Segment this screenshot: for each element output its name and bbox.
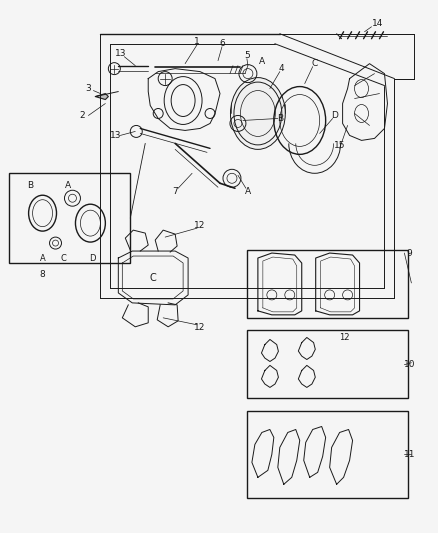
Text: A: A xyxy=(259,57,265,66)
Text: C: C xyxy=(60,254,67,263)
Text: 5: 5 xyxy=(244,51,250,60)
Text: 2: 2 xyxy=(80,111,85,120)
Text: D: D xyxy=(89,254,95,263)
Text: A: A xyxy=(65,181,71,190)
Text: 9: 9 xyxy=(406,248,412,257)
Bar xyxy=(247,410,408,498)
Text: 3: 3 xyxy=(85,84,91,93)
Text: D: D xyxy=(331,111,338,120)
Text: 4: 4 xyxy=(279,64,285,73)
Bar xyxy=(9,173,130,263)
Text: 10: 10 xyxy=(404,360,415,369)
Bar xyxy=(247,250,408,318)
Text: 12: 12 xyxy=(339,333,350,342)
Text: 15: 15 xyxy=(334,141,346,150)
Text: B: B xyxy=(277,114,283,123)
Bar xyxy=(247,330,408,398)
Text: 13: 13 xyxy=(110,131,121,140)
Text: C: C xyxy=(150,273,156,283)
Text: B: B xyxy=(28,181,34,190)
Text: 14: 14 xyxy=(372,19,383,28)
Text: 8: 8 xyxy=(40,270,46,279)
Text: A: A xyxy=(245,187,251,196)
Text: 12: 12 xyxy=(194,221,206,230)
Polygon shape xyxy=(95,94,108,100)
Text: 7: 7 xyxy=(172,187,178,196)
Text: 1: 1 xyxy=(194,37,200,46)
Text: 11: 11 xyxy=(404,450,415,459)
Text: C: C xyxy=(311,59,318,68)
Text: A: A xyxy=(40,254,46,263)
Text: 13: 13 xyxy=(115,49,126,58)
Text: 6: 6 xyxy=(219,39,225,48)
Ellipse shape xyxy=(230,78,285,149)
Text: 12: 12 xyxy=(194,324,206,332)
